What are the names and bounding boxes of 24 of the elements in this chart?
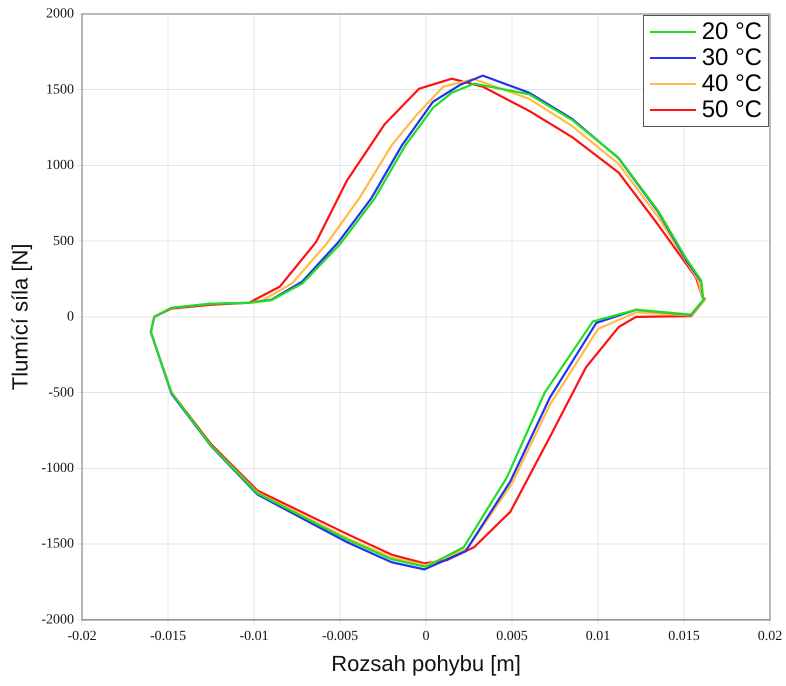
x-tick-label: -0.005	[322, 628, 358, 644]
y-axis-title: Tlumící síla [N]	[7, 244, 32, 390]
x-tick-label: 0.005	[496, 628, 528, 644]
y-tick-label: 2000	[46, 6, 74, 22]
y-tick-label: -1000	[41, 461, 74, 476]
x-tick-label: -0.01	[239, 628, 269, 644]
y-tick-label: -1500	[41, 536, 74, 552]
x-tick-label: 0.015	[668, 628, 700, 644]
x-axis-title: Rozsah pohybu [m]	[331, 650, 521, 676]
x-tick-label: -0.015	[150, 628, 186, 644]
x-tick-label: 0	[422, 628, 430, 644]
x-tick-label: 0.01	[586, 628, 610, 644]
x-tick-label: -0.02	[67, 628, 97, 644]
y-tick-label: 1000	[46, 158, 74, 174]
y-tick-label: 0	[67, 310, 74, 325]
legend-label: 20 °C	[702, 18, 762, 45]
y-tick-label: -2000	[41, 612, 74, 628]
y-tick-label: -500	[48, 385, 74, 400]
x-tick-label: 0.02	[758, 628, 782, 644]
legend-label: 30 °C	[702, 44, 762, 71]
y-tick-label: 1500	[46, 82, 74, 98]
legend-label: 40 °C	[702, 70, 762, 97]
legend-label: 50 °C	[702, 96, 762, 123]
y-tick-label: 500	[53, 234, 74, 249]
